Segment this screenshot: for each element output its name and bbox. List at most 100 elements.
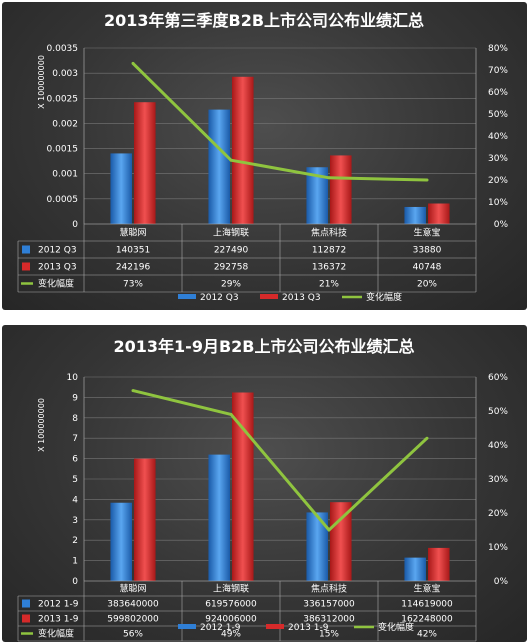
y-tick-label: 0.0025	[47, 94, 79, 104]
y-tick-label: 0	[72, 577, 78, 587]
change-rate-point	[425, 436, 429, 440]
category-label: 上海钢联	[213, 227, 249, 239]
category-label: 生意宝	[413, 583, 440, 595]
y-tick-label: 7	[72, 434, 78, 444]
table-cell-value: 619576000	[205, 600, 257, 610]
bar-curr	[232, 76, 254, 224]
table-cell-value: 21%	[319, 280, 339, 290]
legend-label: 变化幅度	[378, 621, 414, 633]
table-series-name: 变化幅度	[38, 278, 74, 290]
y2-tick-label: 0%	[494, 577, 509, 587]
y-tick-label: 8	[72, 414, 78, 424]
y-tick-label: 2	[72, 536, 78, 546]
table-legend-marker	[22, 262, 30, 271]
table-cell-value: 49%	[221, 630, 241, 640]
change-rate-point	[229, 158, 233, 162]
table-cell-value: 227490	[214, 246, 249, 256]
chart-jan-sep: 2013年1-9月B2B上市公司公布业绩汇总 0 1 2 3 4 5 6 7 8 9 10 0% 10% 2…	[17, 337, 509, 642]
change-rate-point	[229, 412, 233, 416]
bar-prev	[306, 512, 328, 581]
y-unit-label: X 100000000	[37, 398, 46, 452]
y-tick-label: 3	[72, 516, 78, 526]
y2-tick-label: 10%	[488, 198, 508, 208]
change-rate-point	[327, 528, 331, 532]
y2-tick-label: 30%	[488, 475, 508, 485]
table-legend-marker	[22, 599, 30, 608]
category-label: 焦点科技	[311, 227, 347, 239]
y-tick-label: 5	[72, 475, 78, 485]
table-cell-value: 40748	[413, 263, 442, 273]
bar-curr	[232, 392, 254, 581]
chart-title: 2013年1-9月B2B上市公司公布业绩汇总	[114, 337, 415, 356]
legend-label: 2012 1-9	[200, 623, 241, 633]
bar-prev	[404, 206, 426, 224]
table-cell-value: 112872	[312, 246, 346, 256]
y-tick-label: 0.003	[52, 69, 78, 79]
bar-curr	[428, 547, 450, 581]
table-cell-value: 33880	[413, 246, 442, 256]
y-tick-label: 1	[72, 557, 78, 567]
table-legend-marker	[22, 614, 30, 623]
y2-tick-label: 0%	[494, 220, 509, 230]
table-series-name: 变化幅度	[38, 628, 74, 640]
bar-prev	[306, 167, 328, 224]
table-cell-value: 42%	[417, 630, 437, 640]
bar-curr	[428, 203, 450, 224]
y-unit-label: X 100000000	[37, 55, 46, 109]
y-tick-label: 0.002	[52, 119, 78, 129]
y2-tick-label: 60%	[488, 88, 508, 98]
table-cell-value: 162248000	[401, 615, 453, 625]
y-tick-label: 6	[72, 455, 78, 465]
table-series-name: 2013 1-9	[38, 615, 79, 625]
bar-curr	[134, 102, 156, 224]
legend-label: 2012 Q3	[200, 293, 239, 303]
category-label: 慧聪网	[119, 227, 146, 239]
table-series-name: 2012 1-9	[38, 600, 79, 610]
bar-curr	[134, 458, 156, 581]
bar-prev	[110, 153, 132, 224]
table-cell-value: 599802000	[107, 615, 159, 625]
y2-tick-label: 10%	[488, 543, 508, 553]
table-cell-value: 386312000	[303, 615, 355, 625]
y-tick-label: 0.001	[52, 170, 78, 180]
table-cell-value: 136372	[312, 263, 346, 273]
table-cell-value: 242196	[116, 263, 151, 273]
y2-tick-label: 60%	[488, 373, 508, 383]
y2-tick-label: 20%	[488, 176, 508, 186]
table-cell-value: 29%	[221, 280, 241, 290]
y-tick-label: 4	[72, 495, 78, 505]
y2-tick-label: 30%	[488, 154, 508, 164]
legend-marker	[266, 624, 284, 629]
legend-marker	[260, 294, 278, 299]
y2-tick-label: 80%	[488, 44, 508, 54]
table-cell-value: 56%	[123, 630, 143, 640]
change-rate-line	[132, 389, 429, 532]
bar-prev	[110, 502, 132, 581]
y-tick-label: 0.0005	[47, 195, 79, 205]
legend-marker	[178, 624, 196, 629]
legend-label: 变化幅度	[366, 291, 402, 303]
legend-marker	[178, 294, 196, 299]
bar-prev	[208, 109, 230, 224]
category-label: 上海钢联	[213, 583, 249, 595]
table-cell-value: 20%	[417, 280, 437, 290]
category-label: 焦点科技	[311, 583, 347, 595]
y2-tick-label: 70%	[488, 66, 508, 76]
table-series-name: 2012 Q3	[38, 246, 77, 256]
y2-tick-label: 50%	[488, 407, 508, 417]
change-rate-point	[131, 389, 135, 393]
change-rate-point	[131, 61, 135, 65]
table-cell-value: 924006000	[205, 615, 257, 625]
bar-prev	[404, 557, 426, 581]
table-cell-value: 73%	[123, 280, 143, 290]
y2-tick-label: 40%	[488, 132, 508, 142]
change-rate-line	[131, 62, 428, 182]
y2-tick-label: 40%	[488, 441, 508, 451]
table-cell-value: 140351	[116, 246, 150, 256]
table-cell-value: 292758	[214, 263, 249, 273]
y-tick-label: 9	[72, 393, 78, 403]
table-cell-value: 114619000	[401, 600, 453, 610]
table-cell-value: 383640000	[107, 600, 159, 610]
chart-panel-q3: 2013年第三季度B2B上市公司公布业绩汇总 0 0.0005 0.001 0.0015…	[2, 2, 527, 310]
change-rate-point	[425, 178, 429, 182]
